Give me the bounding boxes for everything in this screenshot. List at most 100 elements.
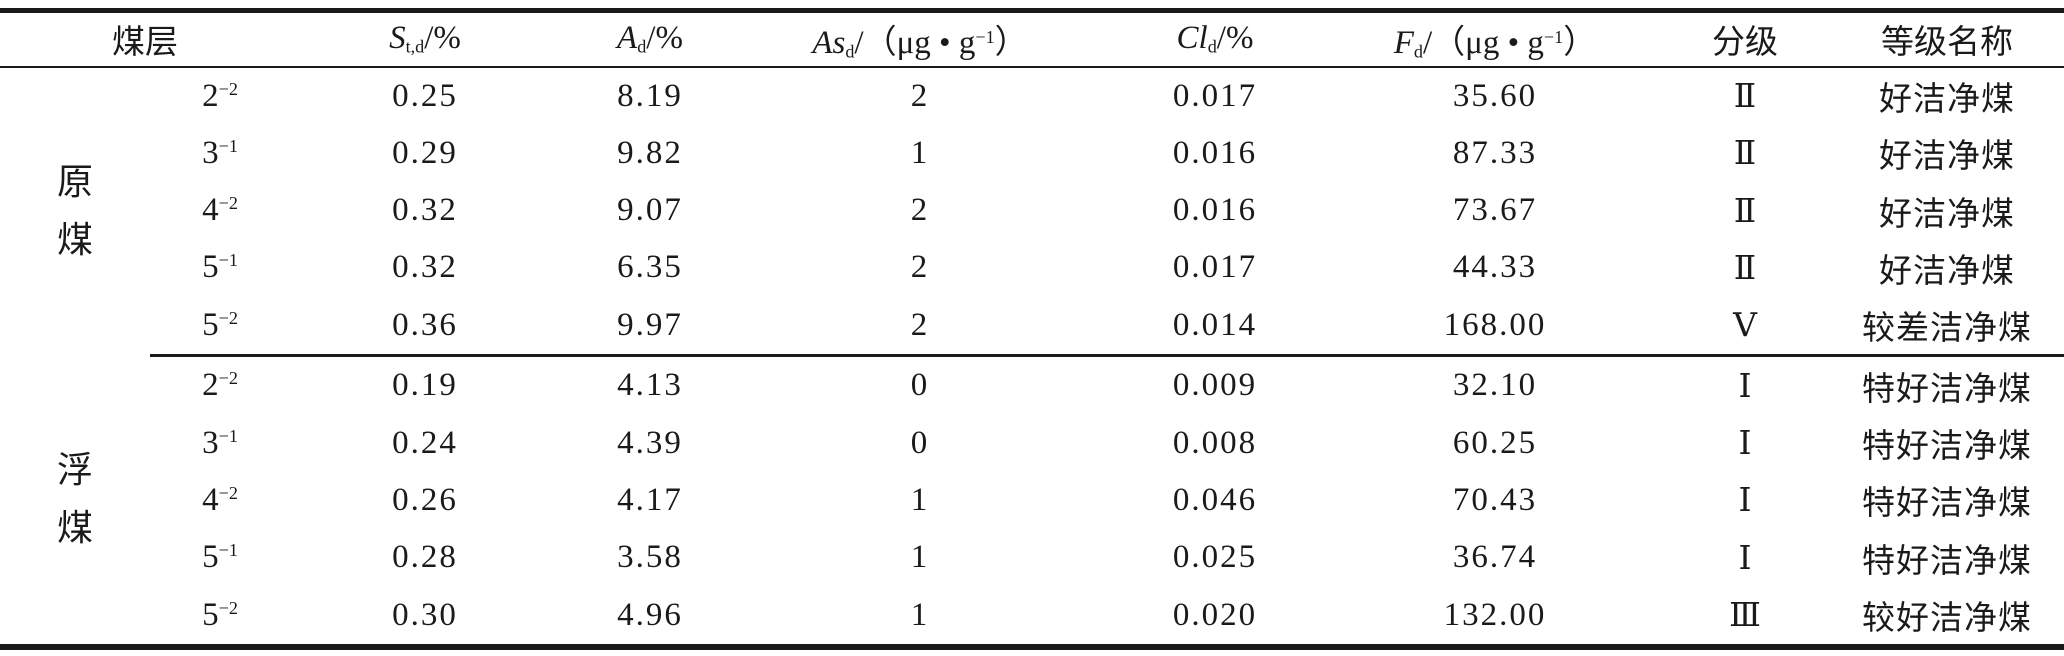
ad-value: 4.13 <box>617 367 683 404</box>
header-coal-seam: 煤层 <box>0 10 290 68</box>
var-symbol: As <box>812 25 846 62</box>
seam-superscript: −1 <box>218 250 238 271</box>
seam-cell: 5−1 <box>150 239 290 296</box>
seam-base: 2 <box>202 367 219 404</box>
asd-value: 2 <box>910 192 930 229</box>
std-value: 0.28 <box>392 539 458 576</box>
std-value: 0.24 <box>392 424 458 461</box>
grade-value: Ⅱ <box>1733 136 1757 173</box>
var-symbol: S <box>389 20 406 57</box>
group-label-raw-coal: 原煤 <box>0 67 150 356</box>
seam-cell: 4−2 <box>150 182 290 239</box>
asd-value: 1 <box>910 596 930 633</box>
superscript: −1 <box>975 27 995 48</box>
table-row: 5−2 0.30 4.96 1 0.020 132.00 Ⅲ 较好洁净煤 <box>0 586 2064 647</box>
cld-value: 0.009 <box>1172 367 1258 404</box>
ad-value: 9.97 <box>560 296 740 358</box>
subscript: t,d <box>405 37 425 58</box>
seam-cell: 5−2 <box>150 296 290 358</box>
seam-cell: 3−1 <box>150 125 290 182</box>
seam-base: 5 <box>202 539 219 576</box>
seam-base: 4 <box>202 481 219 518</box>
header-row: 煤层 St,d/% Ad/% Asd/（μg • g−1） Cld/% Fd/（… <box>0 10 2064 68</box>
cld-value: 0.017 <box>1172 77 1258 114</box>
grade-value: Ⅱ <box>1733 193 1757 230</box>
cld-value: 0.025 <box>1172 539 1258 576</box>
table-row: 4−2 0.26 4.17 1 0.046 70.43 Ⅰ 特好洁净煤 <box>0 472 2064 529</box>
grade-value: Ⅰ <box>1738 368 1752 405</box>
var-symbol: Cl <box>1176 20 1208 57</box>
ad-value: 9.07 <box>617 192 683 229</box>
subscript: d <box>637 37 647 58</box>
seam-superscript: −1 <box>218 136 238 157</box>
ad-value: 8.19 <box>617 77 683 114</box>
seam-base: 3 <box>202 424 219 461</box>
cld-value: 0.046 <box>1172 481 1258 518</box>
header-fluorine: Fd/（μg • g−1） <box>1330 10 1660 68</box>
group-label-float-coal: 浮煤 <box>0 356 150 647</box>
asd-value: 2 <box>740 296 1100 358</box>
std-value: 0.26 <box>392 481 458 518</box>
asd-value: 0 <box>910 367 930 404</box>
seam-cell: 2−2 <box>150 67 290 125</box>
subscript: d <box>845 41 855 62</box>
fd-value: 35.60 <box>1452 77 1538 114</box>
std-value: 0.30 <box>392 596 458 633</box>
grade-name-value: 特好洁净煤 <box>1862 486 2032 523</box>
grade-value: Ⅱ <box>1733 250 1757 287</box>
seam-superscript: −2 <box>218 307 238 328</box>
seam-base: 4 <box>202 192 219 229</box>
std-value: 0.25 <box>392 77 458 114</box>
var-symbol: F <box>1393 25 1414 62</box>
std-value: 0.36 <box>290 296 560 358</box>
seam-cell: 2−2 <box>150 356 290 415</box>
fd-value: 70.43 <box>1452 481 1538 518</box>
seam-cell: 4−2 <box>150 472 290 529</box>
cld-value: 0.014 <box>1100 296 1330 358</box>
header-chlorine: Cld/% <box>1100 10 1330 68</box>
fd-value: 168.00 <box>1330 296 1660 358</box>
group-label-text: 浮煤 <box>56 450 93 548</box>
table-row: 5−2 0.36 9.97 2 0.014 168.00 Ⅴ 较差洁净煤 <box>0 296 2064 358</box>
seam-base: 5 <box>202 249 219 286</box>
seam-base: 5 <box>202 306 219 343</box>
grade-value: Ⅴ <box>1660 296 1830 358</box>
seam-superscript: −1 <box>218 425 238 446</box>
grade-name-value: 较好洁净煤 <box>1862 601 2032 638</box>
grade-name-value: 好洁净煤 <box>1879 139 2015 176</box>
fd-value: 87.33 <box>1452 134 1538 171</box>
seam-superscript: −2 <box>218 193 238 214</box>
unit-text: /% <box>646 20 683 57</box>
table-row: 3−1 0.29 9.82 1 0.016 87.33 Ⅱ 好洁净煤 <box>0 125 2064 182</box>
std-value: 0.32 <box>392 192 458 229</box>
cld-value: 0.016 <box>1172 134 1258 171</box>
asd-value: 0 <box>910 424 930 461</box>
asd-value: 1 <box>910 539 930 576</box>
grade-value: Ⅱ <box>1733 79 1757 116</box>
seam-cell: 5−1 <box>150 529 290 586</box>
ad-value: 9.82 <box>617 134 683 171</box>
unit-text: ） <box>1563 25 1597 62</box>
asd-value: 1 <box>910 134 930 171</box>
table-header: 煤层 St,d/% Ad/% Asd/（μg • g−1） Cld/% Fd/（… <box>0 10 2064 68</box>
table-row: 3−1 0.24 4.39 0 0.008 60.25 Ⅰ 特好洁净煤 <box>0 415 2064 472</box>
seam-superscript: −2 <box>218 597 238 618</box>
cld-value: 0.020 <box>1172 596 1258 633</box>
grade-name-value: 好洁净煤 <box>1879 196 2015 233</box>
coal-cleanliness-table: 煤层 St,d/% Ad/% Asd/（μg • g−1） Cld/% Fd/（… <box>0 8 2064 650</box>
std-value: 0.19 <box>392 367 458 404</box>
grade-name-value: 特好洁净煤 <box>1862 543 2032 580</box>
unit-text: /% <box>1216 20 1254 57</box>
grade-value: Ⅰ <box>1738 426 1752 463</box>
fd-value: 132.00 <box>1443 596 1547 633</box>
seam-base: 2 <box>202 77 219 114</box>
cld-value: 0.017 <box>1172 249 1258 286</box>
superscript: −1 <box>1543 27 1564 48</box>
grade-name-value: 好洁净煤 <box>1879 82 2015 119</box>
var-symbol: A <box>617 20 638 57</box>
fd-value: 60.25 <box>1452 424 1538 461</box>
table-row: 浮煤 2−2 0.19 4.13 0 0.009 32.10 Ⅰ 特好洁净煤 <box>0 356 2064 547</box>
table-row: 4−2 0.32 9.07 2 0.016 73.67 Ⅱ 好洁净煤 <box>0 182 2064 239</box>
subscript: d <box>1207 37 1217 58</box>
